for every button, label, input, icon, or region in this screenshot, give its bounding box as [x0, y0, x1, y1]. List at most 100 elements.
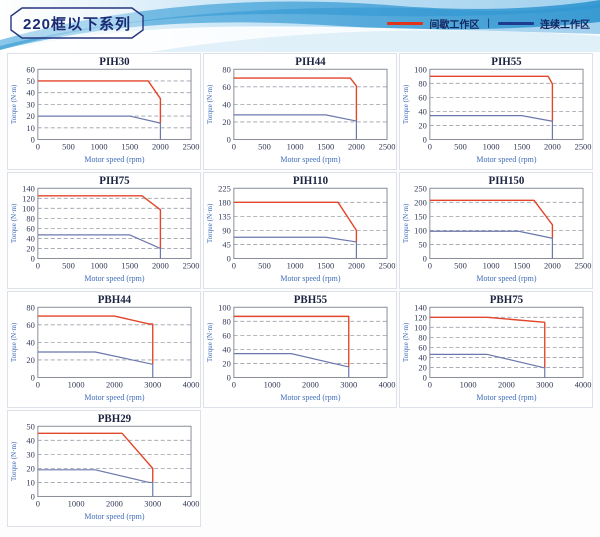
y-tick-label: 120 [414, 312, 427, 322]
x-tick-label: 1500 [317, 142, 334, 152]
y-tick-label: 40 [222, 344, 230, 354]
y-tick-label: 0 [227, 253, 231, 263]
plot-frame [37, 68, 192, 140]
intermittent-curve [233, 315, 350, 367]
intermittent-curve [429, 199, 554, 239]
y-axis-label: Torque (N·m) [402, 322, 410, 362]
x-tick-label: 0 [36, 499, 40, 509]
y-tick-label: 20 [26, 243, 34, 253]
y-tick-label: 80 [418, 78, 426, 88]
y-tick-label: 0 [31, 372, 35, 382]
y-tick-label: 40 [26, 435, 34, 445]
y-tick-label: 20 [418, 362, 426, 372]
y-tick-label: 100 [414, 322, 427, 332]
x-tick-label: 0 [428, 142, 432, 152]
intermittent-curve [233, 201, 358, 242]
y-tick-label: 80 [222, 64, 230, 74]
continuous-curve [233, 236, 358, 259]
x-axis-label: Motor speed (rpm) [476, 155, 536, 164]
y-tick-label: 135 [218, 211, 231, 221]
y-tick-label: 80 [26, 302, 34, 312]
chart-cell: PIH150 0 50 100 150 200 250 0 500 1000 1500 2000 250… [399, 172, 593, 289]
y-axis-label: Torque (N·m) [10, 322, 18, 362]
y-tick-label: 180 [218, 197, 231, 207]
y-tick-label: 90 [222, 225, 230, 235]
continuous-curve [233, 353, 350, 378]
legend-separator: | [487, 18, 490, 29]
chart-title: PBH55 [294, 294, 328, 306]
x-tick-label: 500 [258, 261, 271, 271]
y-tick-label: 100 [22, 203, 35, 213]
chart-title: PIH75 [99, 175, 130, 187]
x-tick-label: 0 [232, 142, 236, 152]
x-axis-label: Motor speed (rpm) [84, 512, 144, 521]
y-tick-label: 20 [26, 111, 34, 121]
x-axis-label: Motor speed (rpm) [280, 155, 340, 164]
y-tick-label: 200 [414, 197, 427, 207]
y-tick-label: 40 [26, 233, 34, 243]
x-tick-label: 4000 [575, 380, 592, 390]
y-tick-label: 225 [218, 183, 231, 193]
y-tick-label: 20 [222, 117, 230, 127]
x-tick-label: 1500 [513, 261, 530, 271]
y-axis-label: Torque (N·m) [206, 84, 214, 124]
x-tick-label: 2500 [379, 142, 396, 152]
page-title: 220框以下系列 [22, 15, 132, 33]
chart-title: PIH30 [99, 56, 130, 68]
x-tick-label: 0 [36, 261, 40, 271]
intermittent-curve [429, 316, 546, 368]
y-tick-label: 40 [418, 106, 426, 116]
x-tick-label: 0 [36, 380, 40, 390]
y-tick-label: 0 [31, 491, 35, 501]
y-tick-label: 60 [222, 330, 230, 340]
y-axis-label: Torque (N·m) [206, 203, 214, 243]
y-tick-label: 50 [26, 76, 34, 86]
title-box-border [10, 7, 144, 39]
y-tick-label: 60 [26, 320, 34, 330]
continuous-legend-label: 连续工作区 [540, 20, 590, 31]
chart-title: PBH44 [98, 294, 132, 306]
plot-frame [37, 425, 192, 497]
y-tick-label: 60 [418, 92, 426, 102]
y-tick-label: 40 [222, 99, 230, 109]
x-tick-label: 0 [36, 142, 40, 152]
chart-title: PIH110 [293, 175, 329, 187]
plot-frame [429, 306, 584, 378]
y-tick-label: 20 [418, 120, 426, 130]
chart-cell: PBH29 0 10 20 30 40 50 0 1000 2000 3000 4000 Motor s… [7, 410, 201, 527]
x-axis-label: Motor speed (rpm) [280, 274, 340, 283]
chart-PIH110: PIH110 0 45 90 135 180 225 0 500 1000 1500 2000 2500… [206, 175, 395, 283]
intermittent-curve [37, 80, 162, 125]
plot-frame [233, 187, 388, 259]
intermittent-legend-label: 间歇工作区 [429, 20, 480, 31]
y-tick-label: 30 [26, 99, 34, 109]
plot-frame [37, 187, 192, 259]
y-tick-label: 0 [31, 134, 35, 144]
y-tick-label: 140 [414, 302, 427, 312]
x-axis-label: Motor speed (rpm) [84, 274, 144, 283]
intermittent-curve [37, 315, 154, 365]
x-tick-label: 0 [232, 380, 236, 390]
y-tick-label: 30 [26, 449, 34, 459]
x-tick-label: 500 [258, 142, 271, 152]
x-axis-label: Motor speed (rpm) [476, 274, 536, 283]
y-axis-label: Torque (N·m) [402, 84, 410, 124]
x-tick-label: 1000 [68, 499, 85, 509]
x-tick-label: 4000 [379, 380, 396, 390]
x-tick-label: 2000 [544, 142, 561, 152]
x-tick-label: 2000 [348, 261, 365, 271]
x-tick-label: 500 [62, 142, 75, 152]
x-tick-label: 4000 [183, 499, 200, 509]
x-tick-label: 1000 [483, 142, 500, 152]
x-tick-label: 2500 [575, 142, 592, 152]
x-tick-label: 2000 [498, 380, 515, 390]
y-tick-label: 0 [423, 372, 427, 382]
y-tick-label: 10 [26, 477, 34, 487]
chart-title: PIH150 [489, 175, 525, 187]
y-tick-label: 20 [26, 463, 34, 473]
y-tick-label: 0 [31, 253, 35, 263]
series-title-box: 220框以下系列 [10, 7, 144, 39]
